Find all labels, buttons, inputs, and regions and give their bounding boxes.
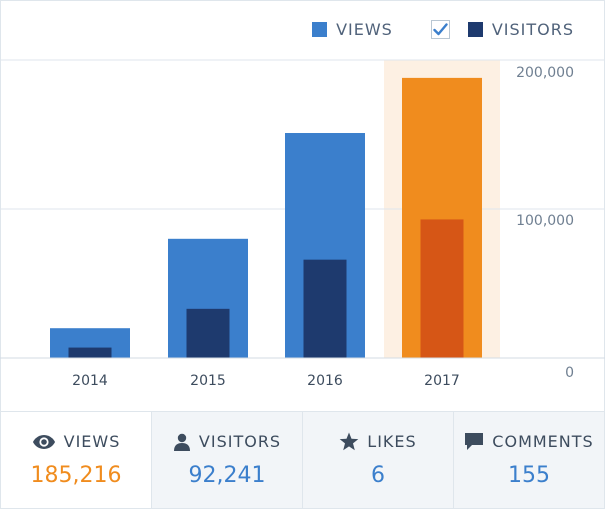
x-tick-label: 2014 (72, 373, 108, 389)
legend-views[interactable]: VIEWS (312, 20, 393, 39)
x-tick-label: 2015 (190, 373, 226, 389)
stat-views-tab[interactable]: VIEWS 185,216 (1, 412, 151, 508)
stat-likes-value: 6 (371, 463, 385, 488)
legend-views-swatch (312, 22, 328, 37)
stat-visitors-tab[interactable]: VISITORS 92,241 (151, 412, 302, 508)
stat-visitors-value: 92,241 (188, 463, 266, 488)
eye-icon (32, 434, 56, 450)
bar-chart: 2014 2015 2016 2017 0 100,000 200,000 (0, 59, 605, 389)
stat-visitors-label: VISITORS (198, 432, 282, 451)
chart-legend: VIEWS VISITORS (274, 20, 574, 39)
legend-visitors[interactable]: VISITORS (430, 20, 574, 39)
stat-views-heading: VIEWS (1, 432, 151, 451)
stat-comments-value: 155 (508, 463, 550, 488)
bar-visitors-2016 (303, 259, 347, 358)
stats-summary-bar: VIEWS 185,216 VISITORS 92,241 LIKES 6 (1, 411, 604, 508)
comment-icon (464, 432, 484, 451)
legend-views-label: VIEWS (336, 20, 393, 39)
person-icon (173, 433, 191, 451)
stat-likes-heading: LIKES (303, 432, 453, 451)
check-icon (433, 23, 448, 36)
star-icon (339, 432, 359, 451)
stat-comments-heading: COMMENTS (454, 432, 604, 451)
legend-visitors-swatch (467, 22, 483, 37)
x-tick-label: 2016 (307, 373, 343, 389)
stat-likes-tab[interactable]: LIKES 6 (302, 412, 453, 508)
stat-likes-label: LIKES (367, 432, 417, 451)
stat-comments-label: COMMENTS (492, 432, 594, 451)
bar-visitors-2014 (68, 347, 112, 358)
stat-visitors-heading: VISITORS (152, 432, 302, 451)
stat-views-value: 185,216 (30, 463, 122, 488)
y-tick-label: 100,000 (516, 213, 574, 229)
visitors-toggle-checkbox[interactable] (430, 20, 450, 39)
legend-visitors-label: VISITORS (491, 20, 574, 39)
stat-views-label: VIEWS (63, 432, 121, 451)
y-tick-label: 200,000 (516, 65, 574, 81)
stat-comments-tab[interactable]: COMMENTS 155 (453, 412, 604, 508)
x-tick-label: 2017 (424, 373, 460, 389)
y-tick-label: 0 (565, 365, 574, 381)
bar-visitors-2015 (186, 308, 230, 358)
bar-visitors-2017 (420, 219, 464, 358)
